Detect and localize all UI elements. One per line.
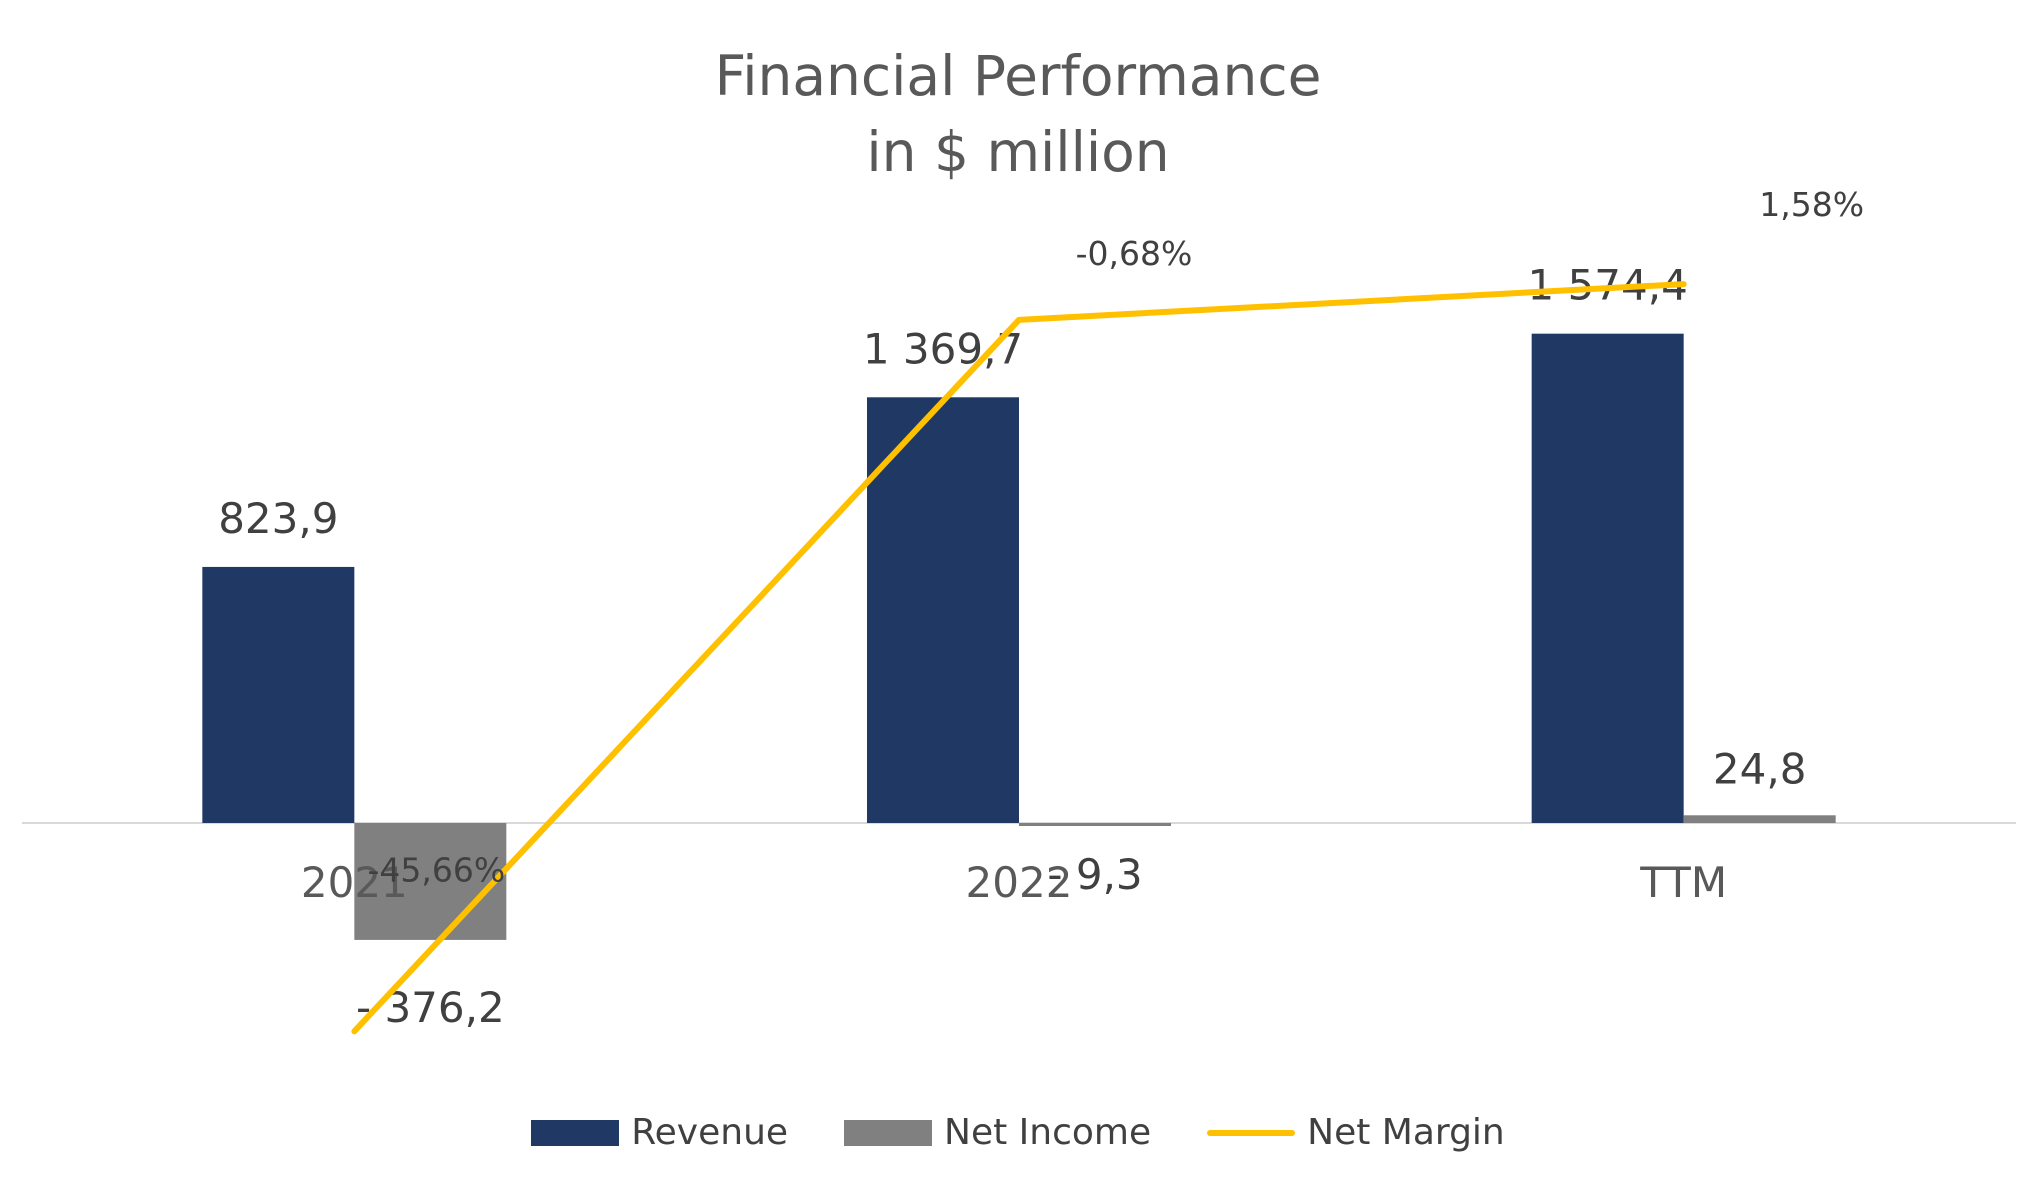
chart-subtitle: in $ million: [866, 120, 1170, 184]
net-income-label-2022: - 9,3: [1047, 850, 1142, 899]
legend-item-revenue: Revenue: [531, 1112, 788, 1153]
x-tick-label-2021: 2021: [301, 858, 408, 907]
revenue-label-2021: 823,9: [218, 494, 338, 543]
revenue-bar-ttm: [1531, 333, 1684, 823]
x-tick-label-ttm: TTM: [1639, 858, 1727, 907]
net-margin-label-ttm: 1,58%: [1759, 185, 1864, 224]
legend-swatch-net-margin: [1207, 1129, 1296, 1136]
revenue-bar-2021: [202, 566, 355, 823]
legend-swatch-revenue: [531, 1119, 620, 1146]
x-tick-label-2022: 2022: [966, 858, 1073, 907]
legend-label-net-margin: Net Margin: [1307, 1112, 1505, 1153]
chart-title: Financial Performance: [714, 44, 1322, 108]
legend-item-net-income: Net Income: [844, 1112, 1151, 1153]
legend-label-net-income: Net Income: [944, 1112, 1152, 1153]
legend-swatch-net-income: [844, 1119, 933, 1146]
legend-label-revenue: Revenue: [631, 1112, 789, 1153]
net-margin-label-2021: -45,66%: [367, 850, 505, 889]
net-income-bar-ttm: [1683, 815, 1836, 823]
net-margin-label-2022: -0,68%: [1076, 234, 1193, 273]
net-income-bar-2022: [1019, 823, 1171, 826]
net-income-bar-2021: [354, 823, 507, 940]
legend-item-net-margin: Net Margin: [1207, 1112, 1505, 1153]
revenue-label-2022: 1 369,7: [863, 324, 1023, 373]
chart-legend: Revenue Net Income Net Margin: [0, 1112, 2036, 1153]
revenue-bar-2022: [867, 397, 1019, 823]
net-income-label-2021: - 376,2: [356, 983, 505, 1032]
net-income-label-ttm: 24,8: [1713, 744, 1807, 793]
